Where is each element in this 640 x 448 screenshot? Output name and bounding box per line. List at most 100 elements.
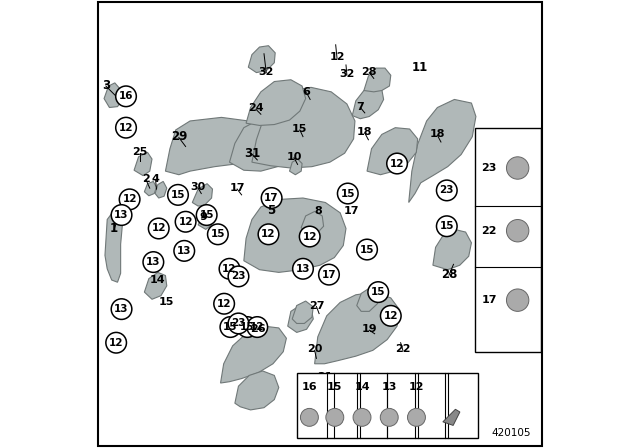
Polygon shape <box>364 68 391 92</box>
Circle shape <box>168 185 188 205</box>
Circle shape <box>219 258 240 279</box>
Text: 1: 1 <box>110 222 118 235</box>
Polygon shape <box>409 99 476 202</box>
Text: 15: 15 <box>171 190 185 200</box>
Text: 13: 13 <box>115 304 129 314</box>
Text: 8: 8 <box>314 206 322 215</box>
Polygon shape <box>221 326 287 383</box>
Bar <box>474 128 541 352</box>
Polygon shape <box>145 181 156 196</box>
Text: 15: 15 <box>440 221 454 231</box>
Polygon shape <box>301 211 324 235</box>
Text: 12: 12 <box>122 194 137 204</box>
Text: 12: 12 <box>250 322 264 332</box>
Text: 15: 15 <box>200 210 214 220</box>
Polygon shape <box>155 181 167 198</box>
Polygon shape <box>192 184 212 206</box>
Text: 28: 28 <box>441 267 457 281</box>
Text: 23: 23 <box>481 163 497 173</box>
Circle shape <box>436 216 457 237</box>
Text: 25: 25 <box>132 147 148 157</box>
Text: 12: 12 <box>303 232 317 241</box>
Circle shape <box>408 409 426 426</box>
Circle shape <box>261 188 282 208</box>
Text: 420105: 420105 <box>491 428 531 438</box>
Circle shape <box>237 317 258 337</box>
Text: 32: 32 <box>259 67 274 77</box>
Text: 12: 12 <box>390 159 404 168</box>
Circle shape <box>356 239 378 260</box>
Text: 10: 10 <box>286 152 301 162</box>
Text: 17: 17 <box>264 193 279 203</box>
Circle shape <box>116 86 136 107</box>
Text: 15: 15 <box>327 383 342 392</box>
Circle shape <box>353 409 371 426</box>
Text: 23: 23 <box>440 185 454 195</box>
Text: 3: 3 <box>102 78 110 92</box>
Circle shape <box>148 218 169 239</box>
Polygon shape <box>134 152 152 176</box>
Polygon shape <box>198 213 213 229</box>
Text: 17: 17 <box>322 270 336 280</box>
Polygon shape <box>433 229 472 270</box>
Circle shape <box>292 258 314 279</box>
Text: 12: 12 <box>179 217 193 227</box>
Text: 22: 22 <box>481 226 497 236</box>
Polygon shape <box>443 409 460 426</box>
Text: 13: 13 <box>177 246 191 256</box>
Text: 12: 12 <box>217 299 232 309</box>
Circle shape <box>380 306 401 326</box>
Text: 11: 11 <box>412 60 428 74</box>
Circle shape <box>143 252 164 272</box>
Circle shape <box>220 317 241 337</box>
Text: 12: 12 <box>222 264 237 274</box>
Polygon shape <box>165 117 264 175</box>
Text: 6: 6 <box>303 87 310 97</box>
Text: 18: 18 <box>429 129 445 139</box>
Text: 15: 15 <box>159 297 174 307</box>
Circle shape <box>175 211 196 232</box>
Text: 27: 27 <box>308 301 324 310</box>
Polygon shape <box>352 86 383 119</box>
Polygon shape <box>230 121 294 171</box>
Polygon shape <box>235 371 279 410</box>
Text: 12: 12 <box>152 224 166 233</box>
Polygon shape <box>367 128 418 175</box>
Text: 13: 13 <box>381 383 397 392</box>
Text: 22: 22 <box>395 345 411 354</box>
Text: 12: 12 <box>119 123 133 133</box>
Polygon shape <box>104 83 123 108</box>
Text: 15: 15 <box>211 229 225 239</box>
Text: 9: 9 <box>200 212 207 222</box>
Polygon shape <box>252 87 355 168</box>
Text: 23: 23 <box>231 271 246 281</box>
Circle shape <box>506 220 529 242</box>
Circle shape <box>258 224 279 245</box>
Text: 17: 17 <box>344 206 359 215</box>
Text: 12: 12 <box>329 52 345 62</box>
Circle shape <box>106 332 127 353</box>
Text: 15: 15 <box>292 124 308 134</box>
Text: 15: 15 <box>240 322 255 332</box>
Text: 13: 13 <box>146 257 161 267</box>
Circle shape <box>196 205 217 225</box>
Polygon shape <box>105 211 123 282</box>
Circle shape <box>387 153 408 174</box>
Polygon shape <box>246 80 306 125</box>
Circle shape <box>436 180 457 201</box>
Text: 26: 26 <box>250 324 266 334</box>
Polygon shape <box>248 46 275 73</box>
Text: 15: 15 <box>360 245 374 254</box>
Text: 13: 13 <box>296 264 310 274</box>
Text: 7: 7 <box>356 102 364 112</box>
Text: 14: 14 <box>354 383 370 392</box>
Bar <box>297 373 478 438</box>
Text: 15: 15 <box>371 287 385 297</box>
Circle shape <box>300 409 318 426</box>
Circle shape <box>228 313 249 334</box>
Text: 23: 23 <box>231 319 246 328</box>
Circle shape <box>228 266 249 287</box>
Circle shape <box>174 241 195 261</box>
Text: 4: 4 <box>152 174 159 184</box>
Text: 2: 2 <box>142 174 150 184</box>
